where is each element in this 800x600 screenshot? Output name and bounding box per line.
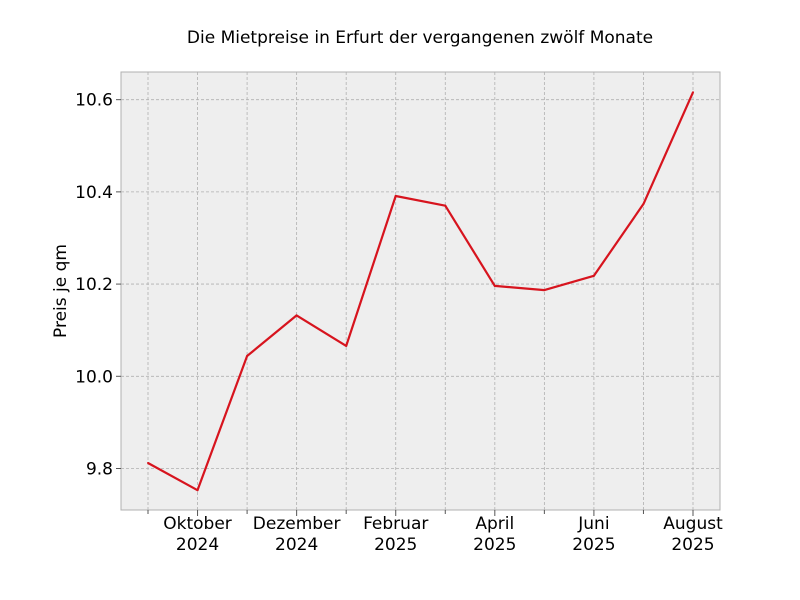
x-tick-label-year: 2025 xyxy=(572,535,615,555)
x-tick-label-year: 2025 xyxy=(473,535,516,555)
data-point xyxy=(345,344,348,347)
x-tick-label-year: 2025 xyxy=(374,535,417,555)
x-tick-label-month: Oktober xyxy=(163,514,232,534)
ticks: 9.810.010.210.410.6Oktober2024Dezember20… xyxy=(75,91,723,555)
data-point xyxy=(295,314,298,317)
y-tick-label: 9.8 xyxy=(86,460,113,480)
data-point xyxy=(692,91,694,94)
x-tick-label-year: 2024 xyxy=(176,535,219,555)
series-layer xyxy=(147,91,695,492)
y-tick-label: 10.4 xyxy=(75,183,113,203)
x-tick-label-month: Dezember xyxy=(253,514,341,534)
y-tick-label: 10.0 xyxy=(75,367,113,387)
series-line xyxy=(147,91,695,492)
x-tick-label-year: 2025 xyxy=(671,535,714,555)
chart-title: Die Mietpreise in Erfurt der vergangenen… xyxy=(187,28,653,48)
grid xyxy=(121,72,720,510)
x-tick-label-month: August xyxy=(663,514,723,534)
data-point xyxy=(246,355,249,357)
data-point xyxy=(642,202,645,205)
data-point xyxy=(493,284,496,287)
y-tick-label: 10.2 xyxy=(75,275,113,295)
data-point xyxy=(196,489,199,492)
data-point xyxy=(444,204,447,207)
y-tick-label: 10.6 xyxy=(75,91,113,111)
x-tick-label-year: 2024 xyxy=(275,535,318,555)
data-point xyxy=(394,195,397,197)
x-tick-label-month: Juni xyxy=(577,514,609,534)
x-tick-label-month: April xyxy=(475,514,514,534)
data-point xyxy=(543,289,546,292)
plot-area xyxy=(120,71,721,511)
data-point xyxy=(592,274,595,277)
y-axis-label: Preis je qm xyxy=(51,244,71,338)
x-tick-label-month: Februar xyxy=(363,514,428,534)
data-point xyxy=(147,462,149,464)
